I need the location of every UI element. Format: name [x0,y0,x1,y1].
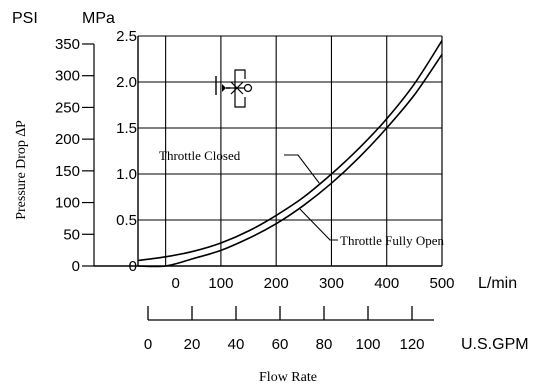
psi-tick-label: 350 [55,36,80,53]
mpa-tick-label: 1.0 [116,166,137,183]
mpa-tick-label: 2.0 [116,74,137,91]
series-label-throttle-fully-open: Throttle Fully Open [340,233,444,248]
axes [82,43,442,321]
series-label-throttle-closed: Throttle Closed [159,148,241,163]
leader-throttle-closed [284,154,320,184]
gpm-tick-label: 20 [184,336,201,353]
valve-symbol-check [243,83,253,93]
gpm-tick-label: 100 [355,336,380,353]
psi-tick-label: 50 [63,226,80,243]
mpa-tick-label: 2.5 [116,28,137,45]
curves [137,40,443,268]
series-line-throttle-fully-open [137,53,443,268]
lpm-unit-label: L/min [478,275,517,292]
psi-tick-label: 250 [55,99,80,116]
valve-symbol-icon [215,69,253,108]
lpm-tick-label: 200 [264,275,289,292]
lpm-tick-label: 100 [208,275,233,292]
psi-tick-label: 150 [55,163,80,180]
series-line-throttle-closed [137,40,443,262]
grid [137,35,443,267]
psi-tick-label: 100 [55,195,80,212]
lpm-tick-label: 300 [319,275,344,292]
mpa-tick-label: 0 [129,258,137,275]
valve-symbol-line [234,97,246,108]
valve-symbol-arrow [222,84,226,92]
valve-symbol-line [234,69,246,79]
gpm-tick-label: 60 [272,336,289,353]
mpa-unit-label: MPa [82,10,115,27]
lpm-tick-label: 500 [429,275,454,292]
valve-symbol-line [230,81,244,95]
mpa-tick-label: 1.5 [116,120,137,137]
gpm-tick-label: 120 [399,336,424,353]
lpm-tick-label: 0 [171,275,179,292]
gpm-tick-label: 0 [144,336,152,353]
gpm-unit-label: U.S.GPM [461,336,529,353]
gpm-tick-label: 80 [316,336,333,353]
gpm-tick-label: 40 [228,336,245,353]
psi-tick-label: 300 [55,68,80,85]
psi-tick-label: 200 [55,131,80,148]
leader-throttle-fully-open [299,208,338,241]
x-axis-title: Flow Rate [259,370,317,385]
lpm-tick-label: 400 [374,275,399,292]
psi-unit-label: PSI [12,10,38,27]
psi-tick-label: 0 [72,258,80,275]
y-axis-title: Pressure Drop ∆P [14,120,29,220]
mpa-tick-label: 0.5 [116,212,137,229]
